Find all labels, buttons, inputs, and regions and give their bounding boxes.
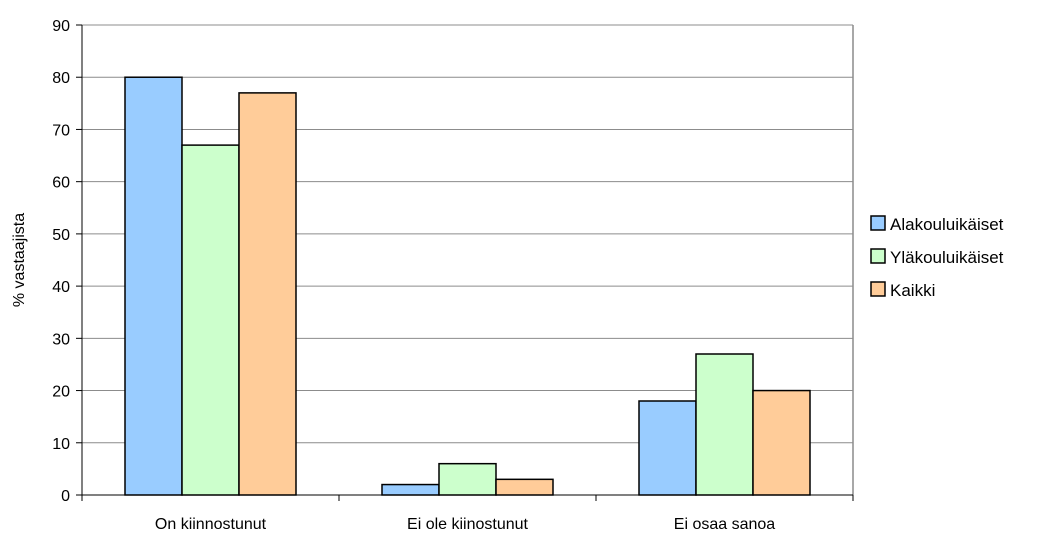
axes: [76, 24, 854, 501]
y-tick-label: 80: [52, 70, 70, 87]
y-tick-label: 10: [52, 436, 70, 453]
y-tick-label: 90: [52, 18, 70, 35]
legend-label: Yläkouluikäiset: [890, 248, 1004, 267]
legend-swatch: [870, 281, 886, 297]
x-category-labels: On kiinnostunut Ei ole kiinostunut Ei osaa…: [155, 516, 775, 533]
bar: [752, 389, 811, 496]
bars: [124, 76, 811, 496]
x-category-label: Ei osaa sanoa: [674, 516, 776, 533]
legend: Alakouluikäiset Yläkouluikäiset Kaikki: [870, 215, 1004, 300]
bar: [695, 353, 754, 496]
legend-label: Alakouluikäiset: [890, 215, 1004, 234]
y-tick-label: 20: [52, 384, 70, 401]
bar: [381, 483, 440, 496]
y-tick-label: 70: [52, 122, 70, 139]
y-tick-label: 60: [52, 175, 70, 192]
x-category-label: Ei ole kiinostunut: [407, 516, 529, 533]
bar: [638, 400, 697, 496]
legend-label: Kaikki: [890, 281, 935, 300]
bar: [181, 144, 240, 496]
y-tick-label: 30: [52, 331, 70, 348]
legend-swatch: [870, 248, 886, 264]
y-tick-label: 0: [61, 488, 70, 505]
bar: [438, 462, 497, 496]
legend-swatch: [870, 215, 886, 231]
x-category-label: On kiinnostunut: [155, 516, 267, 533]
y-tick-labels: 0 10 20 30 40 50 60 70 80 90: [52, 18, 70, 505]
bar: [495, 478, 554, 496]
y-tick-label: 50: [52, 227, 70, 244]
bar: [238, 92, 297, 496]
y-axis-title: % vastaajista: [11, 213, 28, 307]
y-tick-label: 40: [52, 279, 70, 296]
bar: [124, 76, 183, 496]
